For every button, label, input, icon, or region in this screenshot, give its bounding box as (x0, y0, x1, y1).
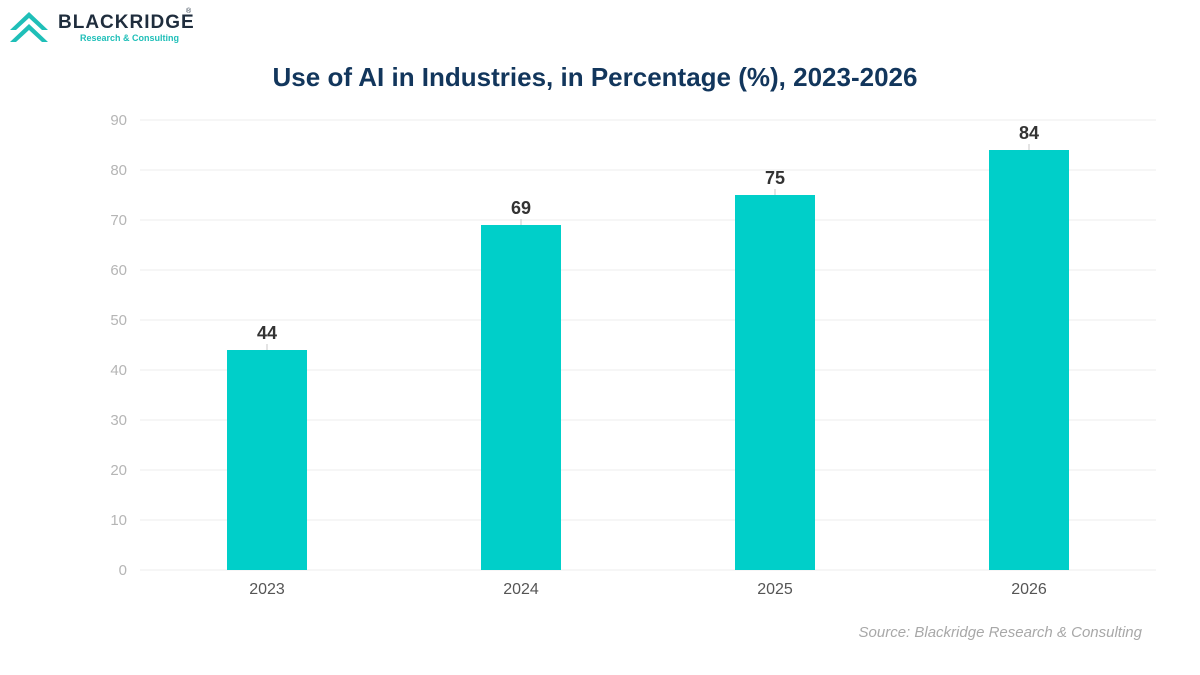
bar (227, 350, 307, 570)
bar (481, 225, 561, 570)
registered-mark: ® (186, 8, 192, 15)
y-tick-label: 0 (119, 562, 127, 579)
y-tick-label: 40 (110, 362, 127, 379)
bar (735, 195, 815, 570)
y-tick-label: 90 (110, 112, 127, 129)
data-label: 44 (257, 323, 277, 343)
source-note: Source: Blackridge Research & Consulting (858, 624, 1142, 641)
x-tick-label: 2026 (1011, 581, 1047, 598)
y-tick-label: 80 (110, 162, 127, 179)
data-label: 84 (1019, 123, 1039, 143)
y-tick-label: 30 (110, 412, 127, 429)
y-tick-label: 60 (110, 262, 127, 279)
brand-tagline: Research & Consulting (80, 33, 180, 43)
brand-logo: BLACKRIDGE ® Research & Consulting (8, 8, 198, 48)
data-label: 69 (511, 198, 531, 218)
bar (989, 150, 1069, 570)
chart-title: Use of AI in Industries, in Percentage (… (272, 62, 918, 92)
x-tick-label: 2024 (503, 581, 539, 598)
y-tick-label: 10 (110, 512, 127, 529)
data-label: 75 (765, 168, 785, 188)
y-tick-label: 50 (110, 312, 127, 329)
brand-name: BLACKRIDGE (58, 12, 195, 33)
brand-logo-icon (10, 12, 48, 42)
x-tick-label: 2025 (757, 581, 793, 598)
x-tick-label: 2023 (249, 581, 285, 598)
y-tick-label: 70 (110, 212, 127, 229)
y-tick-label: 20 (110, 462, 127, 479)
